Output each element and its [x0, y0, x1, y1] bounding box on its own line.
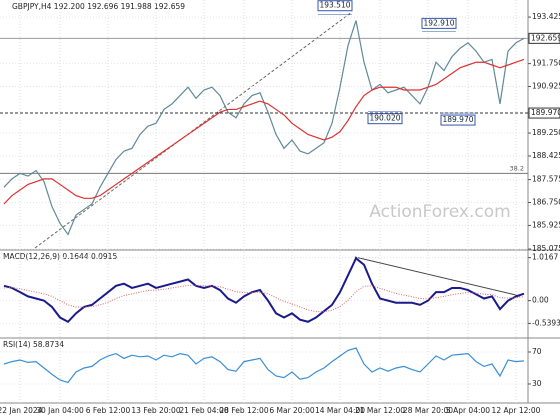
- series-line: [3, 58, 525, 205]
- macd-title: MACD(12,26,9) 0.1644 0.0915: [3, 252, 117, 261]
- y-tick-label: 193.425: [532, 12, 560, 21]
- x-tick-label: 21 Feb 04:00: [179, 406, 228, 415]
- annotation-box: [421, 17, 457, 29]
- x-tick-label: 5 Apr 04:00: [446, 406, 490, 415]
- x-tick-label: 14 Mar 04:00: [315, 406, 365, 415]
- macd-trend-line: [354, 256, 521, 297]
- series-line: [3, 347, 525, 384]
- series-line: [3, 256, 525, 324]
- y-tick-label: 190.925: [532, 82, 560, 91]
- y-tick-label: 0.00: [532, 296, 549, 305]
- chart-title: GBPJPY,H4 192.200 192.696 191.988 192.65…: [12, 2, 185, 11]
- annotation-label: 189.970: [442, 115, 473, 124]
- annotation-box: [317, 0, 353, 12]
- series-line: [3, 284, 525, 313]
- watermark: ActionForex.com: [369, 202, 510, 222]
- y-tick-label: 70: [532, 347, 542, 356]
- y-tick-label: 187.575: [532, 175, 560, 184]
- x-tick-label: 13 Feb 20:00: [131, 406, 180, 415]
- y-tick-label: 189.250: [532, 128, 560, 137]
- rsi-title: RSI(14) 58.8734: [3, 340, 64, 349]
- annotation-label: 193.510: [319, 1, 350, 10]
- annotation-label: 192.910: [423, 18, 454, 27]
- x-tick-label: 30 Jan 04:00: [36, 406, 84, 415]
- x-tick-label: 6 Feb 12:00: [86, 406, 131, 415]
- annotation-box: [367, 113, 403, 125]
- y-tick-label: 186.750: [532, 198, 560, 207]
- level-box: [528, 107, 560, 119]
- x-tick-label: 6 Mar 20:00: [269, 406, 315, 415]
- x-tick-label: 28 Feb 12:00: [219, 406, 268, 415]
- x-tick-label: 12 Apr 12:00: [492, 406, 541, 415]
- y-tick-label: 185.075: [532, 244, 560, 253]
- x-tick-label: 28 Mar 20:00: [403, 406, 453, 415]
- level-label: 192.659: [531, 33, 560, 42]
- level-box: [528, 32, 560, 44]
- y-tick-label: 188.425: [532, 151, 560, 160]
- y-tick-label: 30: [532, 379, 542, 388]
- x-tick-label: 22 Jan 2024: [0, 406, 43, 415]
- y-tick-label: 185.925: [532, 220, 560, 229]
- x-tick-label: 21 Mar 12:00: [355, 406, 405, 415]
- y-tick-label: -0.5393: [532, 318, 560, 327]
- y-tick-label: 191.750: [532, 59, 560, 68]
- y-tick-label: 1.0167: [532, 253, 558, 262]
- level-label: 189.970: [531, 108, 560, 117]
- annotation-label: 190.020: [369, 114, 400, 123]
- level-label: 38.2: [510, 164, 524, 172]
- annotation-box: [440, 114, 476, 126]
